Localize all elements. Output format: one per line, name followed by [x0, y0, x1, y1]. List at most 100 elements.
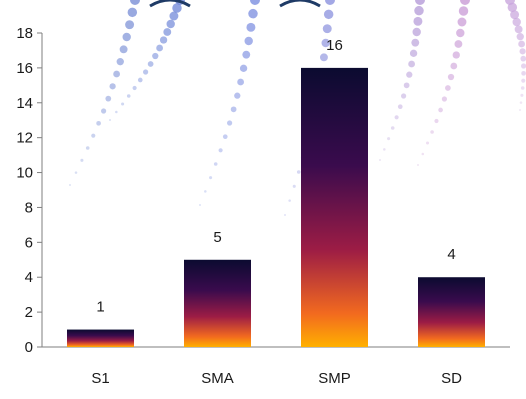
- decor-dot: [438, 107, 443, 113]
- decor-dot: [412, 27, 421, 37]
- decor-dot: [143, 69, 149, 75]
- decor-dot: [152, 52, 159, 60]
- decor-dot: [113, 70, 121, 78]
- decor-dot: [213, 162, 218, 166]
- decor-dot: [401, 93, 407, 99]
- decor-dot: [234, 92, 241, 99]
- decor-dot: [452, 51, 460, 59]
- decor-dot: [457, 17, 467, 27]
- decor-dot: [250, 0, 260, 5]
- decor-dot: [394, 115, 399, 120]
- y-tick-label: 8: [25, 199, 33, 216]
- decor-dot: [390, 126, 395, 130]
- decor-dot: [288, 199, 291, 202]
- decor-dot: [109, 83, 116, 90]
- decor-dot: [519, 48, 526, 55]
- decor-dot: [159, 36, 168, 44]
- decor-dot: [166, 19, 175, 29]
- decor-dot: [520, 93, 524, 97]
- decor-dot: [246, 22, 256, 32]
- y-tick-label: 4: [25, 269, 33, 286]
- decor-dot: [132, 85, 137, 91]
- x-category-label: SMA: [201, 370, 234, 387]
- decor-dot: [101, 108, 107, 114]
- decor-dot: [163, 28, 172, 36]
- decor-dot: [199, 204, 201, 206]
- labels: 0 2 4 6 8 10 12 14 16 18 1 S1 5 SMA 16 SMP 4 SD: [16, 25, 462, 387]
- decor-dot: [403, 82, 410, 89]
- decor-dot: [325, 0, 335, 5]
- decor-dot: [156, 44, 164, 52]
- decor-dot: [408, 60, 416, 68]
- decor-dot: [519, 109, 521, 111]
- bar-smp: [301, 67, 368, 347]
- decor-dot: [460, 0, 470, 5]
- decor-dot: [379, 159, 381, 161]
- decor-dot: [119, 45, 128, 54]
- decor-dot: [137, 77, 143, 83]
- decor-dot: [115, 110, 118, 114]
- decor-dot: [322, 24, 332, 34]
- y-tick-label: 18: [16, 25, 33, 42]
- y-tick-label: 0: [25, 339, 33, 356]
- decor-dot: [406, 71, 413, 78]
- decor-dot: [230, 106, 237, 113]
- data-label-smp: 16: [326, 37, 343, 54]
- decor-dot: [518, 40, 526, 48]
- decor-dot: [520, 55, 526, 62]
- decor-dot: [122, 32, 131, 42]
- decor-dot: [116, 58, 124, 66]
- decor-dot: [387, 137, 391, 141]
- bar-s1: [67, 329, 134, 347]
- decor-dot: [74, 171, 78, 174]
- decor-dot: [69, 184, 71, 186]
- decor-dot: [411, 38, 420, 47]
- decor-dot: [239, 64, 248, 73]
- decor-dot: [127, 7, 138, 18]
- dotted-background-decoration: [69, 0, 526, 216]
- decor-dot: [519, 101, 523, 104]
- decor-dot: [80, 158, 84, 162]
- y-tick-label: 16: [16, 60, 33, 77]
- decor-dot: [242, 50, 251, 59]
- decor-dot: [413, 16, 423, 26]
- decor-dot: [521, 78, 526, 83]
- decor-dot: [415, 0, 425, 5]
- decor-dot: [456, 28, 465, 38]
- decor-dot: [109, 119, 111, 121]
- decor-dot: [414, 5, 424, 16]
- y-tick-label: 6: [25, 234, 33, 251]
- decor-dot: [172, 3, 182, 13]
- x-category-label: SMP: [318, 370, 351, 387]
- decor-dot: [397, 104, 403, 109]
- bars: [67, 67, 485, 347]
- decor-dot: [204, 190, 207, 193]
- decor-dot: [209, 176, 213, 180]
- decor-dot: [126, 94, 131, 98]
- decor-dot: [516, 33, 524, 41]
- y-tick-label: 2: [25, 304, 33, 321]
- decor-dot: [85, 146, 90, 150]
- decor-dot: [147, 61, 154, 67]
- decor-dot: [450, 62, 458, 70]
- decor-dot: [445, 85, 451, 91]
- bar-sd: [418, 277, 485, 347]
- top-banner-decoration: [149, 0, 321, 8]
- decor-dot: [434, 118, 439, 124]
- decor-dot: [248, 8, 258, 19]
- decor-dot: [244, 36, 253, 46]
- decor-dot: [505, 0, 515, 5]
- decor-dot: [454, 40, 463, 48]
- decor-dot: [421, 152, 425, 156]
- decor-dot: [237, 78, 245, 86]
- decor-dot: [510, 10, 520, 20]
- data-label-sd: 4: [447, 246, 455, 263]
- y-tick-label: 12: [16, 130, 33, 147]
- decor-dot: [521, 63, 526, 69]
- decor-dot: [91, 133, 96, 138]
- decor-dot: [320, 53, 328, 62]
- decor-dot: [425, 141, 430, 145]
- decor-dot: [409, 49, 418, 57]
